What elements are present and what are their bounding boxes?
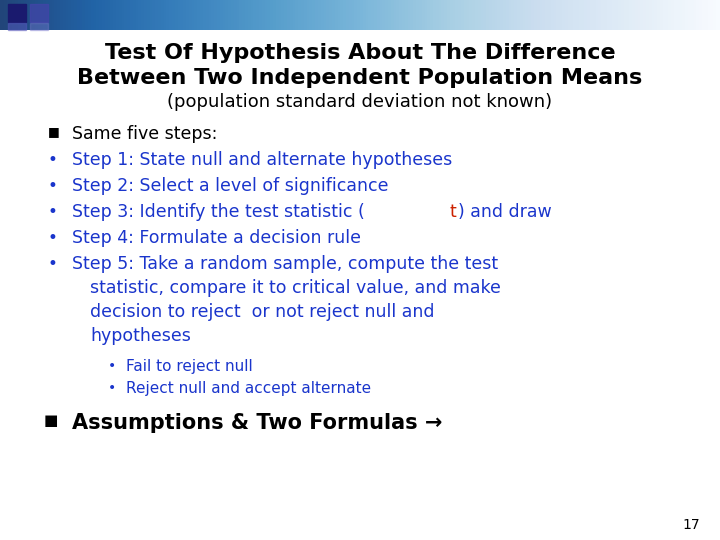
Text: •: • <box>48 177 58 195</box>
Text: ) and draw: ) and draw <box>459 203 552 221</box>
Text: •: • <box>48 203 58 221</box>
Text: Reject null and accept alternate: Reject null and accept alternate <box>126 381 371 396</box>
Text: 17: 17 <box>683 518 700 532</box>
Bar <box>30 23 48 30</box>
Text: •: • <box>48 255 58 273</box>
Text: (population standard deviation not known): (population standard deviation not known… <box>168 93 552 111</box>
Bar <box>8 4 26 22</box>
Text: hypotheses: hypotheses <box>90 327 191 345</box>
Text: Fail to reject null: Fail to reject null <box>126 359 253 374</box>
Text: •: • <box>108 381 116 395</box>
Text: •: • <box>48 229 58 247</box>
Text: Step 1: State null and alternate hypotheses: Step 1: State null and alternate hypothe… <box>72 151 452 169</box>
Text: •: • <box>108 359 116 373</box>
Text: Same five steps:: Same five steps: <box>72 125 217 143</box>
Text: t: t <box>450 203 456 221</box>
Bar <box>8 23 26 30</box>
Text: Test Of Hypothesis About The Difference: Test Of Hypothesis About The Difference <box>104 43 616 63</box>
Text: Step 2: Select a level of significance: Step 2: Select a level of significance <box>72 177 389 195</box>
Text: Step 5: Take a random sample, compute the test: Step 5: Take a random sample, compute th… <box>72 255 498 273</box>
Text: ■: ■ <box>44 413 58 428</box>
Text: Assumptions & Two Formulas →: Assumptions & Two Formulas → <box>72 413 442 433</box>
Text: •: • <box>48 151 58 169</box>
Text: decision to reject  or not reject null and: decision to reject or not reject null an… <box>90 303 434 321</box>
Text: Between Two Independent Population Means: Between Two Independent Population Means <box>77 68 643 88</box>
Bar <box>30 4 48 22</box>
Text: Step 4: Formulate a decision rule: Step 4: Formulate a decision rule <box>72 229 361 247</box>
Text: Step 3: Identify the test statistic (: Step 3: Identify the test statistic ( <box>72 203 365 221</box>
Text: ■: ■ <box>48 125 60 138</box>
Text: statistic, compare it to critical value, and make: statistic, compare it to critical value,… <box>90 279 501 297</box>
